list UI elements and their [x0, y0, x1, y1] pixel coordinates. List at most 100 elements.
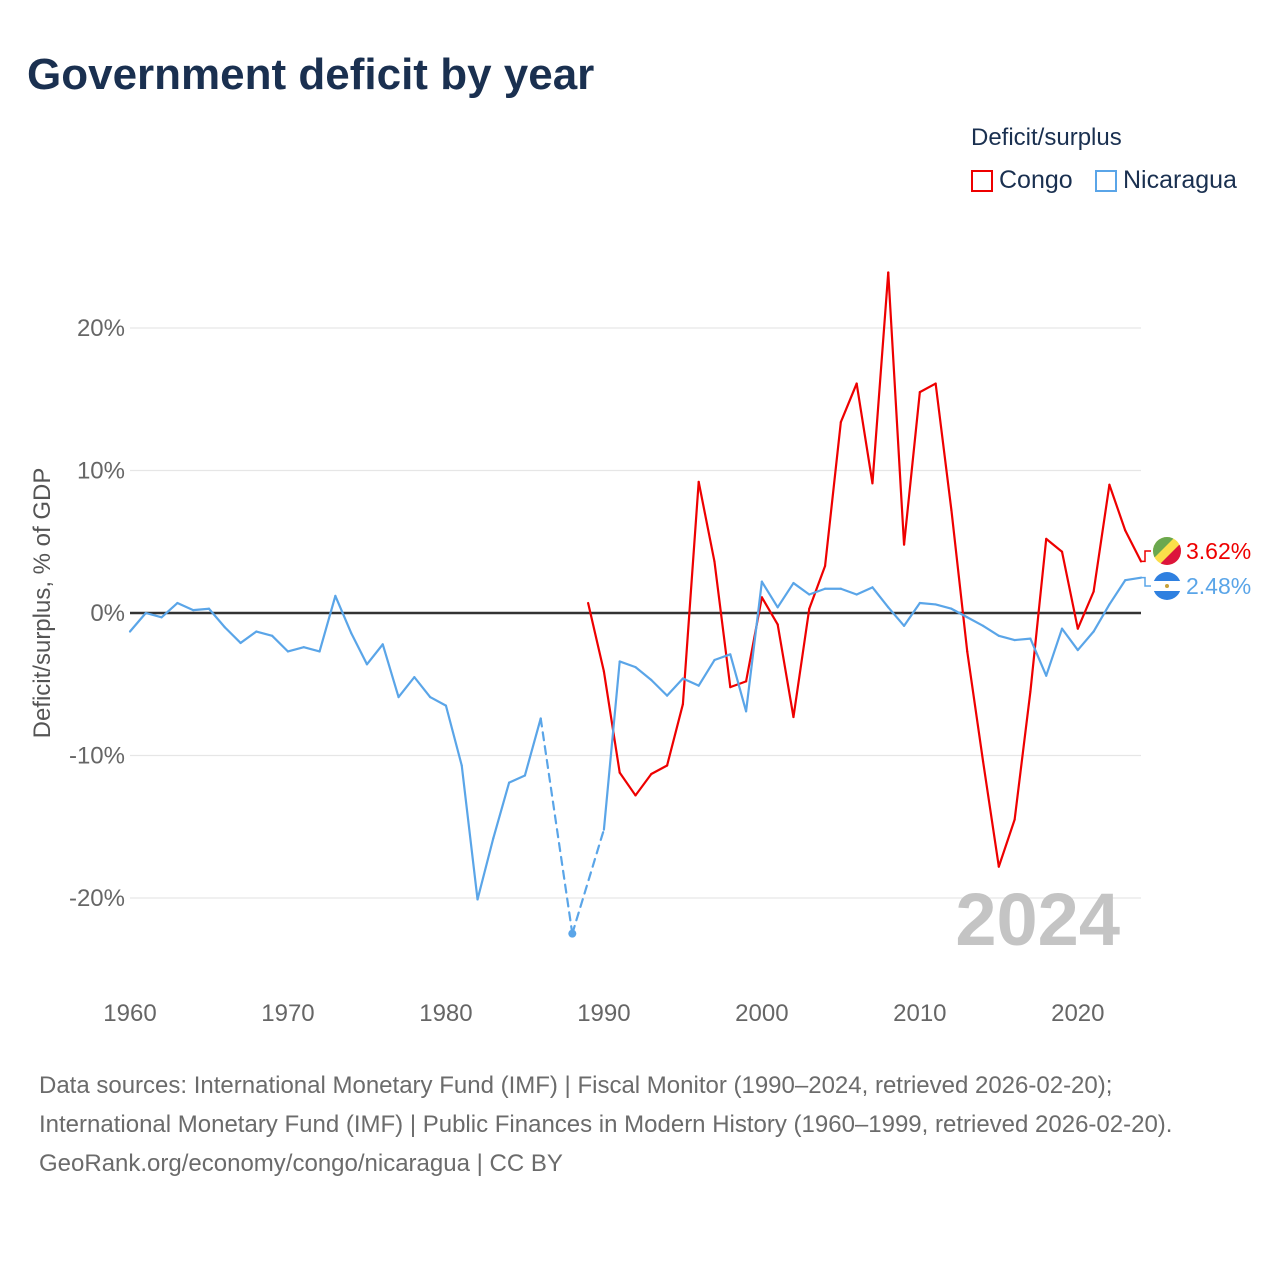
series-congo-segment — [823, 420, 842, 568]
legend-label: Nicaragua — [1123, 166, 1237, 194]
series-nicaragua-segment — [1108, 579, 1127, 606]
series-nicaragua-segment — [160, 601, 179, 619]
series-nicaragua-segment — [1060, 627, 1079, 652]
series-nicaragua-segment — [871, 586, 890, 609]
series-congo-segment — [934, 382, 953, 512]
legend-label: Congo — [999, 166, 1073, 194]
series-nicaragua-segment — [571, 828, 606, 935]
series-congo-segment — [634, 772, 653, 797]
flag-blue-top — [1153, 572, 1181, 581]
legend-item-nicaragua[interactable]: Nicaragua — [1095, 166, 1237, 195]
series-congo-segment — [776, 623, 795, 719]
series-nicaragua-segment — [1045, 627, 1064, 677]
y-axis-label: Deficit/surplus, % of GDP — [29, 468, 56, 739]
series-congo-segment — [902, 391, 921, 546]
series-nicaragua-segment — [697, 658, 716, 687]
end-label-connector — [1141, 576, 1151, 587]
series-congo-segment — [1060, 550, 1079, 630]
end-label-connector — [1141, 550, 1151, 563]
series-congo-segment — [1108, 483, 1127, 532]
series-nicaragua-segment — [713, 653, 732, 662]
series-nicaragua-segment — [934, 603, 953, 610]
series-nicaragua-segment — [792, 581, 811, 596]
series-nicaragua-point — [568, 929, 577, 938]
x-tick-label: 1970 — [261, 1000, 314, 1027]
series-nicaragua-segment — [444, 704, 463, 767]
series-nicaragua-segment — [476, 837, 495, 901]
legend-swatch-congo — [971, 169, 993, 192]
series-nicaragua-segment — [855, 586, 874, 596]
series-nicaragua-segment — [350, 631, 369, 666]
series-nicaragua-segment — [729, 653, 748, 713]
series-nicaragua-segment — [429, 695, 448, 707]
series-nicaragua-segment — [808, 587, 827, 596]
series-nicaragua-segment — [997, 634, 1016, 642]
series-nicaragua-segment — [634, 666, 653, 682]
legend-swatch-nicaragua — [1095, 169, 1117, 192]
x-tick-label: 1990 — [577, 1000, 630, 1027]
series-nicaragua-segment — [1013, 637, 1032, 642]
series-congo-segment — [760, 596, 779, 626]
flag-nicaragua-icon — [1153, 572, 1181, 600]
series-nicaragua-segment — [760, 580, 779, 609]
series-nicaragua-segment — [144, 611, 163, 619]
footer: Data sources: International Monetary Fun… — [39, 1066, 1239, 1183]
series-congo-segment — [997, 818, 1016, 868]
series-nicaragua-segment — [539, 717, 574, 935]
series-nicaragua-segment — [681, 677, 700, 687]
flag-blue-bottom — [1153, 591, 1181, 600]
series-congo-segment — [792, 607, 811, 719]
series-congo-segment — [1124, 529, 1143, 563]
series-congo-segment — [918, 382, 937, 394]
series-congo-segment — [1029, 537, 1048, 693]
series-congo-segment — [871, 271, 890, 485]
series-nicaragua-segment — [318, 594, 337, 653]
series-nicaragua-segment — [460, 764, 479, 901]
series-nicaragua-segment — [508, 774, 527, 784]
series-nicaragua-segment — [192, 607, 211, 612]
series-congo-segment — [1092, 483, 1111, 593]
series-nicaragua-segment — [776, 581, 795, 609]
series-congo-segment — [681, 480, 700, 706]
end-value-label: 2.48% — [1186, 573, 1251, 599]
series-nicaragua-segment — [1124, 576, 1143, 582]
series-nicaragua-segment — [1029, 637, 1048, 677]
series-nicaragua-segment — [381, 643, 400, 699]
y-tick-label: 0% — [90, 600, 125, 627]
series-nicaragua-segment — [271, 634, 290, 653]
y-tick-label: -20% — [69, 885, 125, 912]
legend-item-congo[interactable]: Congo — [971, 166, 1073, 195]
x-tick-label: 2020 — [1051, 1000, 1104, 1027]
series-nicaragua-segment — [618, 660, 637, 669]
series-nicaragua-segment — [1092, 603, 1111, 633]
year-watermark: 2024 — [955, 878, 1120, 961]
flag-green — [1153, 537, 1175, 559]
series-nicaragua-segment — [744, 580, 763, 713]
series-congo-segment — [839, 382, 858, 424]
series-nicaragua-segment — [665, 677, 684, 697]
chart-title: Government deficit by year — [27, 50, 595, 99]
series-nicaragua-segment — [918, 601, 937, 606]
series-congo-segment — [950, 509, 969, 653]
y-tick-label: -10% — [69, 743, 125, 770]
series-nicaragua-segment — [966, 616, 985, 627]
series-nicaragua-segment — [255, 630, 274, 637]
series-nicaragua-segment — [650, 678, 669, 697]
x-tick-label: 1980 — [419, 1000, 472, 1027]
series-congo-segment — [697, 480, 716, 563]
flag-congo-icon — [1153, 537, 1181, 565]
series-congo-segment — [887, 271, 906, 546]
series-congo-segment — [1076, 590, 1095, 630]
series-nicaragua-segment — [839, 587, 858, 596]
series-congo-segment — [713, 560, 732, 689]
series-nicaragua-segment — [492, 781, 511, 840]
legend-title: Deficit/surplus — [971, 124, 1122, 151]
series-congo-segment — [602, 670, 621, 774]
series-congo-segment — [1013, 690, 1032, 821]
series-congo-segment — [981, 760, 1000, 868]
series-congo-segment — [855, 382, 874, 485]
attribution-link[interactable]: GeoRank.org/economy/congo/nicaragua | CC… — [39, 1150, 563, 1177]
series-nicaragua-segment — [602, 660, 621, 831]
x-tick-label: 2010 — [893, 1000, 946, 1027]
